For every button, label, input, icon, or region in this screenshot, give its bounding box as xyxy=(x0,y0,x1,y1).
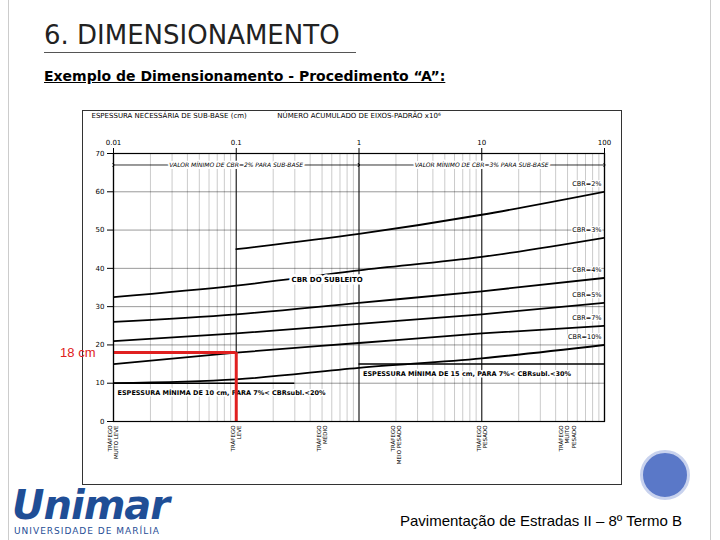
svg-text:CBR DO SUBLEITO: CBR DO SUBLEITO xyxy=(292,276,363,284)
svg-text:1: 1 xyxy=(357,139,361,147)
svg-text:NÚMERO ACUMULADO DE EIXOS-PADR: NÚMERO ACUMULADO DE EIXOS-PADRÃO x10⁶ xyxy=(277,111,441,120)
svg-text:100: 100 xyxy=(598,139,611,147)
svg-text:TRÁFEGOLEVE: TRÁFEGOLEVE xyxy=(229,425,242,453)
svg-text:CBR=7%: CBR=7% xyxy=(572,314,601,322)
svg-text:TRÁFEGOMÉDIO: TRÁFEGOMÉDIO xyxy=(315,425,328,453)
svg-text:40: 40 xyxy=(96,265,105,273)
svg-text:CBR=2%: CBR=2% xyxy=(572,180,601,188)
svg-text:10: 10 xyxy=(96,379,105,387)
html-text:Unimar: Unimar xyxy=(12,482,170,528)
svg-text:VALOR MÍNIMO DE CBR=3% PARA SU: VALOR MÍNIMO DE CBR=3% PARA SUB-BASE xyxy=(415,161,549,168)
svg-text:20: 20 xyxy=(96,341,105,349)
svg-text:0.1: 0.1 xyxy=(231,139,242,147)
html-text:Pavimentação de Estradas II –: Pavimentação de Estradas II – 8º Termo B xyxy=(400,512,682,529)
html-text:6. DIMENSIONAMENTO: 6. DIMENSIONAMENTO xyxy=(44,20,340,50)
svg-text:10: 10 xyxy=(477,139,486,147)
svg-text:60: 60 xyxy=(96,188,105,196)
svg-text:CBR=10%: CBR=10% xyxy=(568,333,601,341)
svg-text:50: 50 xyxy=(96,226,105,234)
svg-text:30: 30 xyxy=(96,303,105,311)
svg-text:CBR=3%: CBR=3% xyxy=(572,226,601,234)
svg-text:TRÁFEGOPESADO: TRÁFEGOPESADO xyxy=(475,425,488,453)
html-text:UNIVERSIDADE DE MARÍLIA: UNIVERSIDADE DE MARÍLIA xyxy=(14,526,160,536)
svg-text:ESPESSURA NECESSÁRIA DE SUB-BA: ESPESSURA NECESSÁRIA DE SUB-BASE (cm) xyxy=(92,111,248,120)
svg-text:TRÁFEGOMUITOPESADO: TRÁFEGOMUITOPESADO xyxy=(557,425,576,453)
svg-text:0: 0 xyxy=(100,418,104,426)
svg-text:0.01: 0.01 xyxy=(106,139,122,147)
svg-text:70: 70 xyxy=(96,150,105,158)
svg-text:TRÁFEGOMUITO LEVE: TRÁFEGOMUITO LEVE xyxy=(106,425,119,459)
svg-text:CBR=5%: CBR=5% xyxy=(572,291,601,299)
svg-text:VALOR MÍNIMO DE CBR=2% PARA SU: VALOR MÍNIMO DE CBR=2% PARA SUB-BASE xyxy=(169,161,303,168)
svg-text:CBR=4%: CBR=4% xyxy=(572,266,601,274)
html-text:Exemplo de Dimensionamento - P: Exemplo de Dimensionamento - Procediment… xyxy=(44,68,446,84)
svg-text:ESPESSURA MÍNIMA DE 10 cm, PAR: ESPESSURA MÍNIMA DE 10 cm, PARA 7%< CBRs… xyxy=(118,388,327,397)
svg-text:ESPESSURA MÍNIMA DE 15 cm, PAR: ESPESSURA MÍNIMA DE 15 cm, PARA 7%< CBRs… xyxy=(363,369,572,378)
svg-text:TRÁFEGOMEIO PESADO: TRÁFEGOMEIO PESADO xyxy=(389,425,402,464)
svg-text:18 cm: 18 cm xyxy=(60,345,95,360)
